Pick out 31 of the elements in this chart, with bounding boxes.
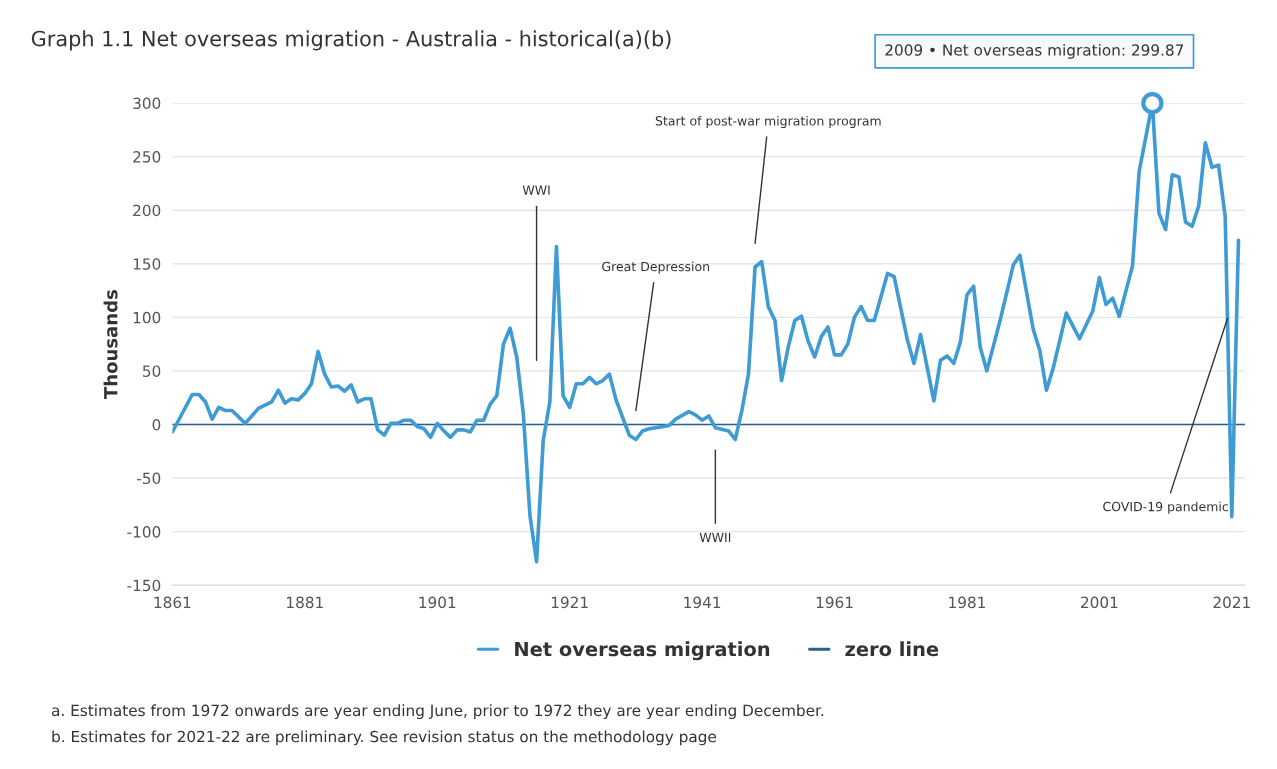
y-tick-label: 100 <box>133 311 161 324</box>
y-tick-label: -100 <box>127 526 161 538</box>
x-tick-label: 1881 <box>287 596 323 609</box>
text: b. Estimates for 2021-22 are preliminary. See revision status on the methodology page <box>52 730 717 746</box>
x-tick-label: 1861 <box>154 596 191 609</box>
x-tick-label: 1961 <box>816 596 853 609</box>
y-tick-label: 50 <box>143 365 161 377</box>
annotation: Start of post-war migration program <box>655 115 881 128</box>
text: a. Estimates from 1972 onwards are year ending June, prior to 1972 they are year ending December. <box>52 704 824 720</box>
x-tick-label: 1981 <box>949 596 985 609</box>
y-tick-label: 250 <box>133 151 161 163</box>
annotation: WWII <box>699 532 731 542</box>
annotation: Great Depression <box>602 261 710 274</box>
x-tick-label: 1941 <box>684 596 721 609</box>
y-tick-label: 300 <box>133 97 161 110</box>
annotation: WWI <box>522 185 550 195</box>
legend-label: Net overseas migration <box>515 641 770 661</box>
y-tick-label: -50 <box>137 472 161 485</box>
y-tick-label: 200 <box>133 204 161 217</box>
chart-title: Graph 1.1 Net overseas migration - Australia - historical(a)(b) <box>31 30 671 51</box>
x-tick-label: 2001 <box>1081 596 1118 609</box>
annotation: 2009 • Net overseas migration: 299.87 <box>885 43 1184 59</box>
y-tick-label: -150 <box>127 579 161 592</box>
x-tick-label: 2021 <box>1213 596 1250 609</box>
annotation: COVID-19 pandemic <box>1103 501 1228 514</box>
x-tick-label: 1921 <box>551 596 588 609</box>
y-axis-title: Thousands <box>103 290 118 399</box>
y-tick-label: 0 <box>152 418 161 431</box>
legend-label: zero line <box>845 641 939 657</box>
y-tick-label: 150 <box>133 258 161 270</box>
x-tick-label: 1901 <box>419 596 456 609</box>
